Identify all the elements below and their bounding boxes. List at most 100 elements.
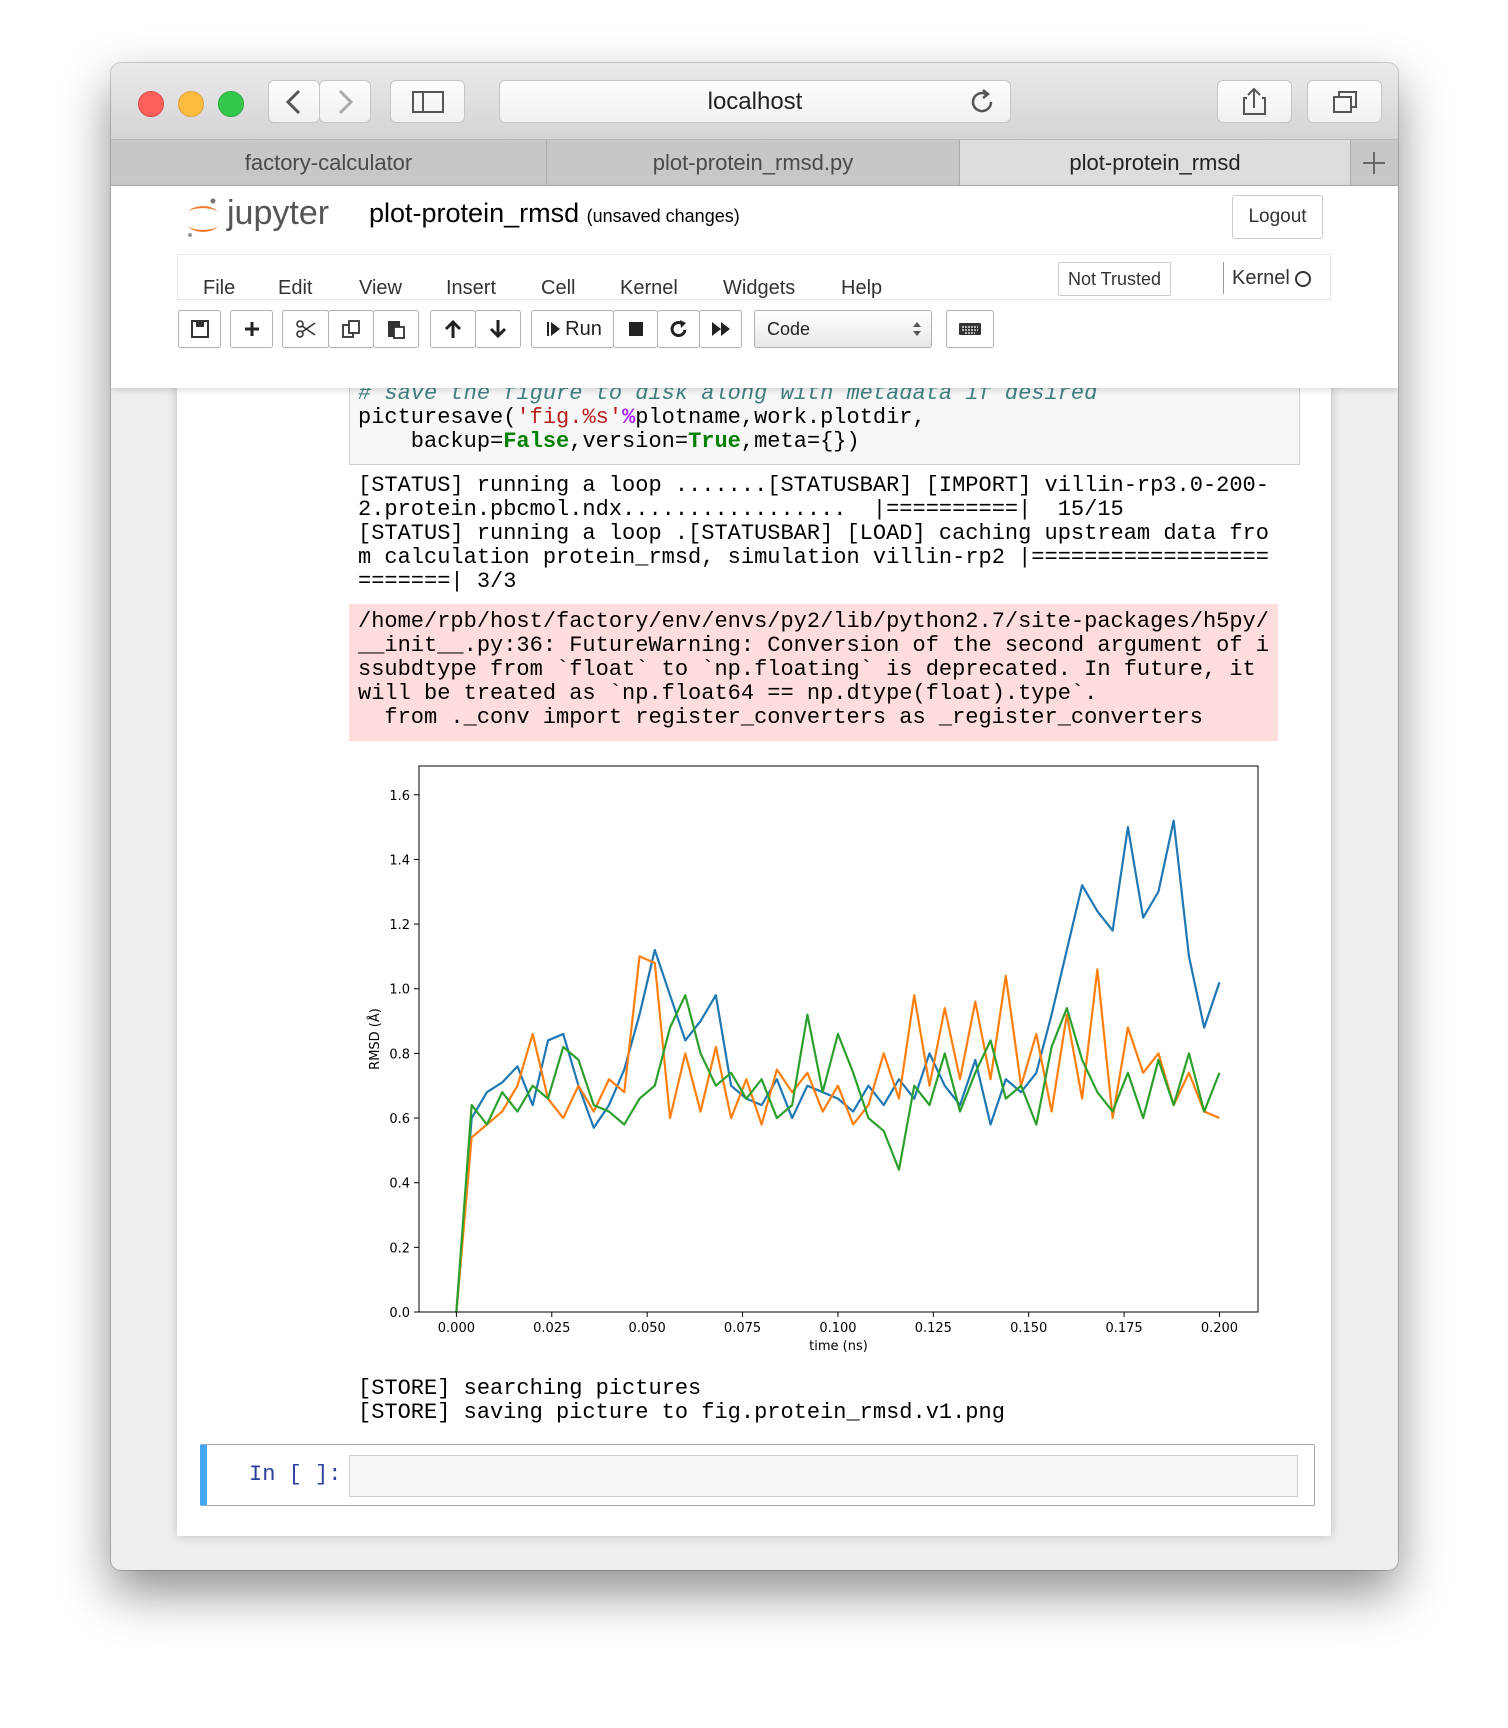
data-line xyxy=(455,994,1221,1313)
new-tab-button[interactable] xyxy=(1351,140,1398,185)
tab[interactable]: factory-calculator xyxy=(111,140,547,185)
fast-forward-icon xyxy=(711,322,730,336)
back-button[interactable] xyxy=(268,80,320,123)
back-icon xyxy=(285,89,301,115)
cut-button[interactable] xyxy=(282,310,329,348)
move-up-button[interactable] xyxy=(430,310,476,348)
kernel-status-icon xyxy=(1295,271,1311,287)
y-tick-label: 1.4 xyxy=(389,853,410,868)
data-line xyxy=(455,819,1221,1313)
x-tick-label: 0.025 xyxy=(533,1321,570,1336)
menu-item[interactable]: File xyxy=(203,277,236,299)
y-tick-label: 0.6 xyxy=(389,1112,410,1127)
select-arrows xyxy=(913,322,921,336)
notebook-name: plot-protein_rmsd xyxy=(369,198,580,228)
copy-icon xyxy=(342,320,360,338)
copy-button[interactable] xyxy=(328,310,374,348)
code-input[interactable] xyxy=(349,1455,1298,1497)
move-down-button[interactable] xyxy=(475,310,521,348)
x-tick-label: 0.075 xyxy=(724,1321,761,1336)
code-token: picturesave( xyxy=(358,405,517,430)
close-button[interactable] xyxy=(138,91,164,117)
paste-button[interactable] xyxy=(373,310,419,348)
stderr-output: /home/rpb/host/factory/env/envs/py2/lib/… xyxy=(349,604,1278,741)
reload-icon[interactable] xyxy=(967,87,997,117)
sidebar-icon xyxy=(412,91,444,113)
tabs-button[interactable] xyxy=(1307,80,1382,123)
code-token: backup= xyxy=(358,429,504,454)
run-button[interactable]: Run xyxy=(531,310,614,348)
cell-type-select[interactable]: Code xyxy=(754,310,932,348)
minimize-button[interactable] xyxy=(178,91,204,117)
share-icon xyxy=(1243,87,1266,115)
restart-button[interactable] xyxy=(657,310,700,348)
logout-button[interactable]: Logout xyxy=(1232,195,1323,239)
title-bar: localhost xyxy=(111,63,1398,140)
forward-button[interactable] xyxy=(319,80,371,123)
sidebar-button[interactable] xyxy=(390,80,465,123)
run-label: Run xyxy=(565,317,602,340)
save-icon xyxy=(190,320,209,338)
y-tick-label: 1.6 xyxy=(389,789,410,804)
notebook-title[interactable]: plot-protein_rmsd (unsaved changes) xyxy=(369,198,740,229)
forward-icon xyxy=(338,89,354,115)
input-prompt: In [ ]: xyxy=(249,1462,342,1487)
down-icon xyxy=(489,320,507,339)
y-tick-label: 0.0 xyxy=(389,1306,410,1321)
interrupt-button[interactable] xyxy=(613,310,658,348)
y-axis-label: RMSD (Å) xyxy=(367,1008,383,1070)
paste-icon xyxy=(388,321,405,339)
restart-icon xyxy=(670,320,686,337)
save-button[interactable] xyxy=(178,310,221,348)
code-line: backup=False,version=True,meta={}) xyxy=(358,430,860,454)
active-tab[interactable]: plot-protein_rmsd xyxy=(960,140,1351,185)
menu-item[interactable]: Widgets xyxy=(723,277,796,299)
stop-icon xyxy=(628,322,643,336)
code-token: plotname,work.plotdir, xyxy=(635,405,926,430)
address-bar[interactable]: localhost xyxy=(499,80,1011,123)
plot-frame xyxy=(418,765,1259,1313)
chart: 0.0 0.2 0.4 0.6 0.8 1.0 1.2 1.4 1.6 0.000 0.025 0.0… xyxy=(367,765,1259,1354)
zoom-button[interactable] xyxy=(218,91,244,117)
browser-window: localhost factory-calculator plot-protei… xyxy=(111,63,1398,1570)
y-tick-label: 1.0 xyxy=(389,983,410,998)
menu-item[interactable]: Cell xyxy=(541,277,576,299)
insert-cell-button[interactable] xyxy=(230,310,273,348)
jupyter-header: jupyter plot-protein_rmsd (unsaved chang… xyxy=(111,186,1398,388)
x-axis-label: time (ns) xyxy=(809,1339,868,1354)
stderr-line: ssubdtype from `float` to `np.floating` … xyxy=(358,657,1256,682)
trust-label: Not Trusted xyxy=(1067,268,1162,289)
y-tick-label: 0.4 xyxy=(389,1177,410,1192)
jupyter-wordmark: jupyter xyxy=(227,194,330,232)
tab-title: plot-protein_rmsd.py xyxy=(652,149,854,175)
code-keyword: False xyxy=(503,429,570,454)
menu-item[interactable]: Edit xyxy=(278,277,313,299)
plus-icon xyxy=(244,322,259,336)
share-button[interactable] xyxy=(1217,80,1292,123)
tab[interactable]: plot-protein_rmsd.py xyxy=(547,140,960,185)
stdout-line: 2.protein.pbcmol.ndx................. |=… xyxy=(358,497,1124,522)
save-status: (unsaved changes) xyxy=(586,206,740,226)
trust-indicator[interactable]: Not Trusted xyxy=(1058,262,1171,296)
menu-item[interactable]: View xyxy=(359,277,402,299)
logout-label: Logout xyxy=(1248,206,1307,227)
x-tick-label: 0.200 xyxy=(1201,1321,1238,1336)
y-tick-label: 1.2 xyxy=(389,918,410,933)
code-string: 'fig.%s' xyxy=(516,405,623,430)
run-icon xyxy=(547,322,561,336)
cell-type-label: Code xyxy=(767,318,811,339)
stdout-line: [STATUS] running a loop .[STATUSBAR] [LO… xyxy=(358,521,1269,546)
menu-item[interactable]: Kernel xyxy=(620,277,678,299)
command-palette-button[interactable] xyxy=(946,310,994,348)
up-icon xyxy=(444,319,462,338)
menu-item[interactable]: Help xyxy=(841,277,883,299)
x-tick-label: 0.050 xyxy=(629,1321,666,1336)
selected-cell[interactable] xyxy=(200,1444,1315,1506)
stdout-line: [STATUS] running a loop .......[STATUSBA… xyxy=(358,473,1269,498)
tab-title: factory-calculator xyxy=(244,149,413,175)
tab-bar: factory-calculator plot-protein_rmsd.py … xyxy=(111,140,1398,186)
run-all-button[interactable] xyxy=(699,310,742,348)
x-tick-label: 0.125 xyxy=(915,1321,952,1336)
menu-item[interactable]: Insert xyxy=(446,277,497,299)
